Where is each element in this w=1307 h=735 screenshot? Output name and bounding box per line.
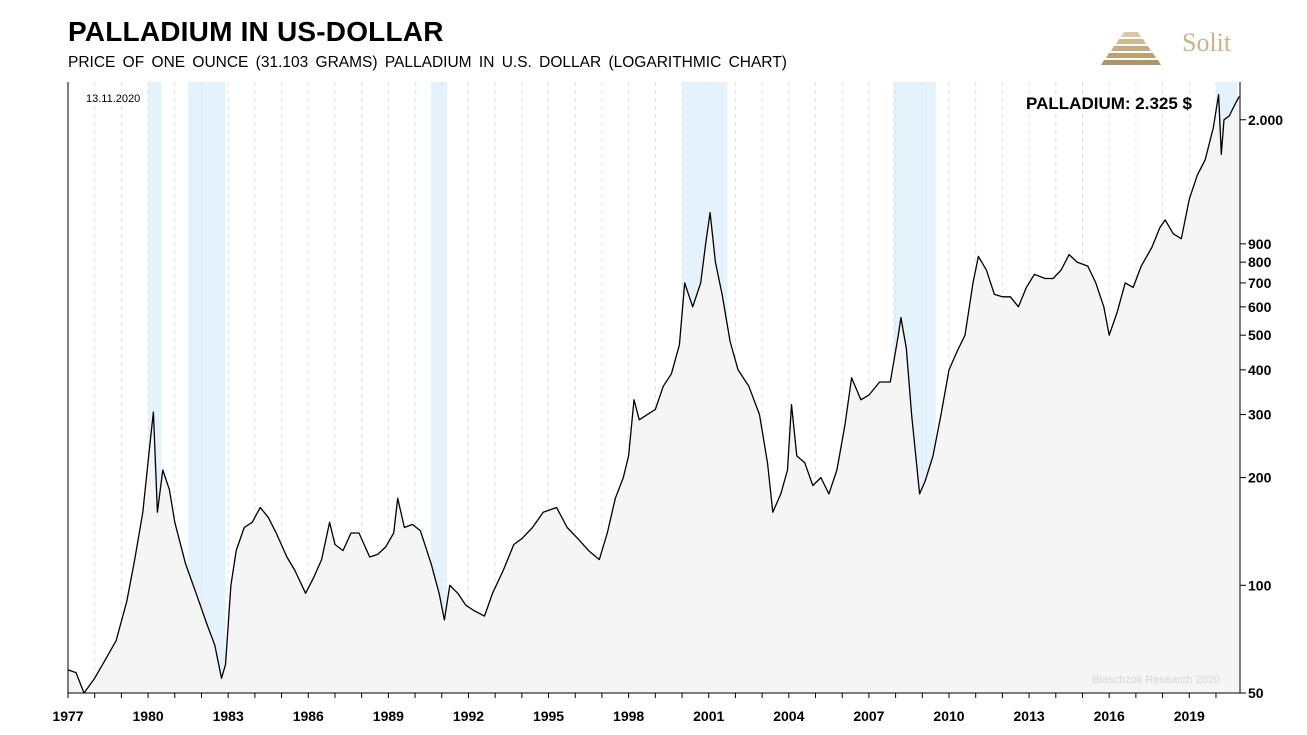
source-watermark: Blaschzok Research 2020 [1092, 674, 1220, 686]
y-tick-label: 700 [1248, 275, 1272, 291]
brand-logo-text: Solit [1182, 28, 1232, 57]
x-tick-label: 2013 [1014, 708, 1045, 724]
x-tick-label: 1989 [373, 708, 404, 724]
y-tick-label: 800 [1248, 254, 1272, 270]
x-tick-label: 2004 [773, 708, 804, 724]
y-tick-label: 2.000 [1248, 112, 1283, 128]
chart-date-label: 13.11.2020 [86, 93, 140, 105]
y-tick-label: 200 [1248, 470, 1272, 486]
x-tick-label: 2016 [1094, 708, 1125, 724]
y-tick-label: 400 [1248, 362, 1272, 378]
chart-subtitle: PRICE OF ONE OUNCE (31.103 GRAMS) PALLAD… [68, 54, 787, 71]
y-tick-label: 300 [1248, 407, 1272, 423]
solit-pyramid-logo-icon [1101, 32, 1161, 65]
y-tick-label: 500 [1248, 327, 1272, 343]
x-tick-label: 1998 [613, 708, 644, 724]
x-tick-label: 1986 [293, 708, 324, 724]
chart-title: PALLADIUM IN US-DOLLAR [68, 16, 444, 47]
y-tick-label: 600 [1248, 299, 1272, 315]
x-axis-ticks: 1977 1980 1983 1986 1989 1992 1995 1998 2001 2004… [52, 693, 1217, 724]
x-tick-label: 2001 [693, 708, 724, 724]
x-tick-label: 1977 [52, 708, 83, 724]
price-line [67, 94, 1240, 694]
x-tick-label: 1995 [533, 708, 564, 724]
price-area-fill [68, 94, 1240, 693]
current-value-label: PALLADIUM: 2.325 $ [1026, 94, 1192, 113]
x-tick-label: 2007 [853, 708, 884, 724]
x-tick-label: 2019 [1174, 708, 1205, 724]
x-tick-label: 1983 [213, 708, 244, 724]
x-tick-label: 1980 [133, 708, 164, 724]
y-tick-label: 50 [1248, 685, 1264, 701]
y-tick-label: 100 [1248, 577, 1272, 593]
y-axis-ticks: 50 100 200 300 400 500 600 700 800 900 2.000 [1240, 112, 1283, 701]
x-tick-label: 2010 [933, 708, 964, 724]
y-tick-label: 900 [1248, 236, 1272, 252]
x-tick-label: 1992 [453, 708, 484, 724]
highlight-band-2 [431, 82, 448, 693]
